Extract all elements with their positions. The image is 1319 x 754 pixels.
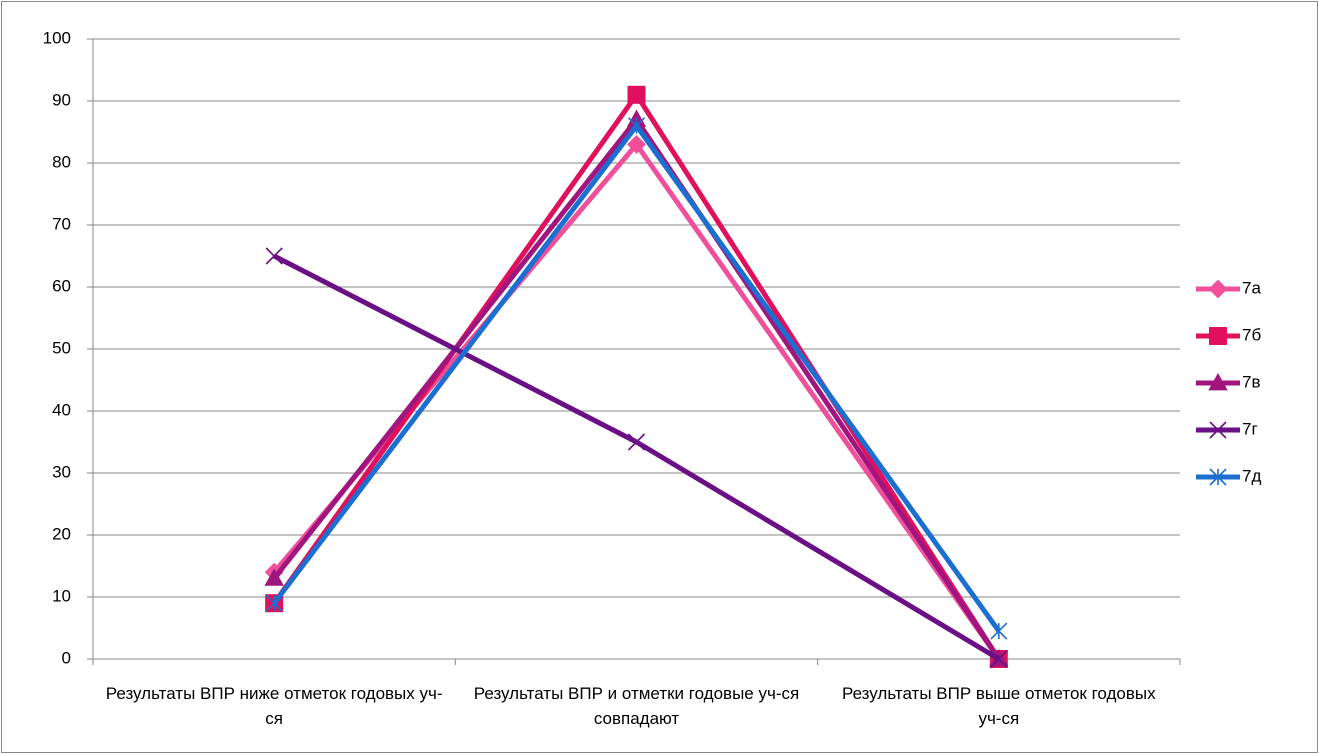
marker (627, 433, 646, 451)
marker (265, 247, 283, 265)
x-tick-label: Результаты ВПР и отметки годовые уч-ся с… (473, 684, 800, 728)
legend-marker (1209, 421, 1227, 439)
marker (627, 117, 646, 135)
y-tick-label: 20 (52, 524, 71, 543)
marker (264, 568, 284, 586)
legend-marker (1209, 468, 1227, 486)
legend-label: 7б (1242, 325, 1261, 344)
marker (265, 594, 283, 612)
y-tick-label: 10 (52, 586, 71, 605)
legend-label: 7д (1242, 466, 1261, 485)
legend-marker (1209, 327, 1227, 345)
marker (627, 134, 646, 154)
y-tick-label: 60 (52, 276, 71, 295)
x-tick-label: Результаты ВПР ниже отметок годовых уч-с… (105, 684, 443, 728)
y-tick-label: 70 (52, 214, 71, 233)
legend-label: 7г (1242, 419, 1258, 438)
legend-marker (1208, 372, 1228, 391)
legend-marker (1208, 279, 1228, 299)
marker (990, 650, 1008, 668)
y-tick-label: 90 (52, 90, 71, 109)
y-tick-label: 0 (62, 648, 71, 667)
marker (627, 85, 646, 104)
series-line (272, 117, 1001, 661)
y-tick-label: 40 (52, 400, 71, 419)
legend-label: 7в (1242, 372, 1261, 391)
y-tick-label: 50 (52, 338, 71, 357)
legend-label: 7а (1242, 278, 1261, 297)
x-tick-label: Результаты ВПР выше отметок годовых уч-с… (842, 684, 1156, 728)
y-tick-label: 30 (52, 462, 71, 481)
y-tick-label: 100 (43, 28, 71, 47)
series-line (272, 92, 1001, 661)
marker (990, 622, 1008, 640)
series-line (272, 123, 1001, 633)
series-line (272, 141, 1001, 661)
y-tick-label: 80 (52, 152, 71, 171)
